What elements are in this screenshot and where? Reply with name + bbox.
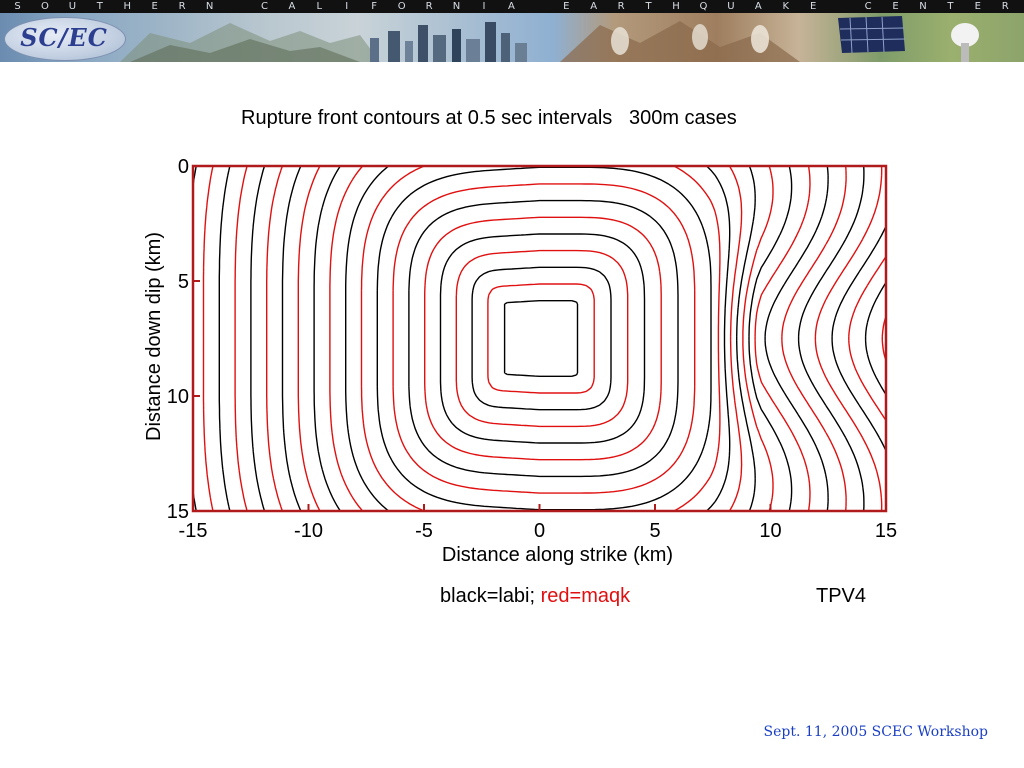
contour-labi [313,166,756,511]
banner-letter: C [864,1,873,12]
contour-maqk [848,255,886,422]
contour-labi [376,166,712,511]
banner-letter: O [41,1,50,12]
banner: S O U T H E R N C A L I F O R N I A E A R T H Q U A K E C E N T E R SC… [0,0,1024,62]
y-tick-label: 0 [178,156,189,178]
y-tick-label: 15 [167,501,189,523]
scec-logo [4,17,126,61]
x-tick-label: 0 [534,520,545,542]
banner-letter: E [810,1,818,12]
banner-letter: I [345,1,350,12]
contour-labi [281,166,793,511]
contour-labi [439,233,646,444]
banner-letter: I [482,1,487,12]
banner-letter: U [727,1,736,12]
banner-landscape [120,16,979,62]
banner-letter: L [316,1,324,12]
banner-letter: F [371,1,379,12]
banner-letter: E [563,1,571,12]
y-ticks: 0 5 10 15 [167,156,200,523]
contour-maqk [360,166,721,511]
contour-labi [471,266,612,411]
banner-letter: T [645,1,653,12]
contour-labi [503,300,579,377]
banner-strip [0,0,1024,13]
contour-maqk [455,249,629,428]
case-label: TPV4 [816,585,867,607]
legend-caption: black=labi; red=maqk [440,585,630,608]
x-tick-label: -10 [294,520,323,542]
chart-title: Rupture front contours at 0.5 sec interv… [241,107,737,129]
banner-letter: A [507,1,516,12]
contour-maqk [234,166,847,511]
banner-letter: R [617,1,626,12]
contour-labi [218,166,865,511]
banner-letter: N [452,1,462,12]
banner-letter: A [288,1,297,12]
banner-letter: E [974,1,982,12]
banner-letter: N [919,1,928,12]
legend-maqk: red=maqk [540,585,631,607]
banner-letter: R [178,1,187,12]
banner-letter: S [14,1,22,12]
banner-letter: C [260,1,269,12]
contour-maqk [297,166,774,511]
banner-letter: E [151,1,159,12]
x-axis-label: Distance along strike (km) [442,544,673,566]
x-tick-label: -5 [415,520,433,542]
banner-letter: U [68,1,78,12]
x-tick-label: -15 [179,520,208,542]
x-tick-label: 15 [875,520,897,542]
scec-logo-text: SC/EC [20,23,108,52]
contour-labi [250,166,829,511]
contour-maqk [424,216,662,461]
banner-letter: E [892,1,900,12]
banner-letter: H [123,1,133,12]
x-tick-label: 5 [649,520,660,542]
banner-letter: H [672,1,681,12]
banner-letter: A [754,1,763,12]
x-ticks: -15 -10 -5 0 5 10 15 [179,504,897,542]
contour-maqk [329,166,743,511]
contour-labi [345,166,731,511]
contour-lines [193,166,886,511]
contour-labi [193,166,886,511]
y-axis-label: Distance down dip (km) [143,232,165,441]
banner-letter: A [590,1,599,12]
banner-letter: O [397,1,407,12]
banner-letter: N [205,1,215,12]
y-tick-label: 5 [178,271,189,293]
banner-letter: T [947,1,955,12]
y-tick-label: 10 [167,386,189,408]
contour-maqk [392,183,696,494]
banner-letter: K [782,1,791,12]
contour-maqk [202,166,883,511]
footer-text: Sept. 11, 2005 SCEC Workshop [763,724,988,740]
banner-letter: Q [699,1,709,12]
banner-letter: R [1001,1,1010,12]
x-tick-label: 10 [759,520,781,542]
contour-maqk [266,166,811,511]
contour-maqk [487,283,595,394]
banner-letter: T [96,1,104,12]
legend-labi: black=labi; [440,585,541,607]
contour-labi [408,199,679,478]
banner-letter: R [425,1,434,12]
